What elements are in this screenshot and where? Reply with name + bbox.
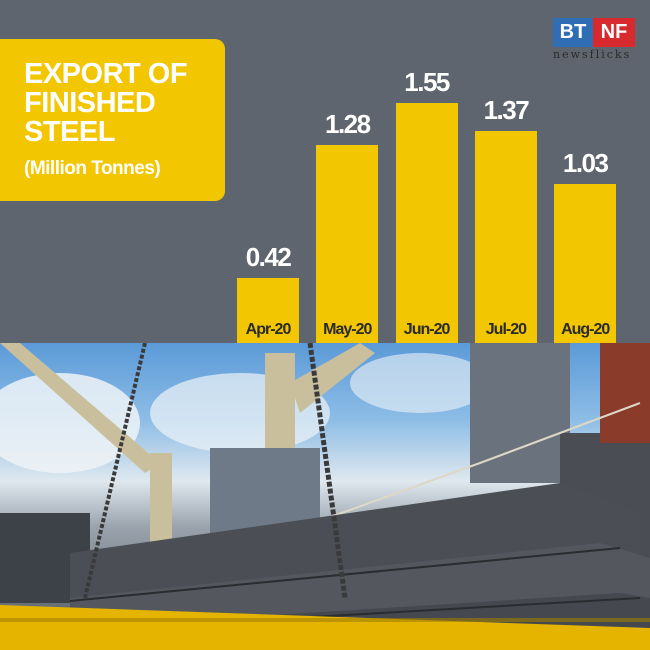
bar-jun-20: Jun-20 <box>395 103 458 343</box>
logo-tagline: newsflicks <box>553 48 632 61</box>
bar-category-label: Aug-20 <box>561 320 610 338</box>
photo-illustration <box>0 343 650 650</box>
bar-value-label: 0.42 <box>245 241 292 272</box>
bar-category-label: Apr-20 <box>245 320 292 338</box>
chart-title: EXPORT OF FINISHED STEEL <box>24 58 188 148</box>
bar-value-label: 1.28 <box>324 108 371 139</box>
title-box: EXPORT OF FINISHED STEEL (Million Tonnes… <box>0 39 225 201</box>
steel-slabs-photo <box>0 343 650 650</box>
bar-category-label: Jul-20 <box>485 320 527 338</box>
bar-jul-20: Jul-20 <box>474 130 537 343</box>
chart-unit: (Million Tonnes) <box>24 158 161 179</box>
bt-newsflicks-logo: BT NF newsflicks <box>553 18 637 61</box>
bar-value-label: 1.37 <box>483 94 530 125</box>
bar-category-label: Jun-20 <box>403 321 451 338</box>
logo-nf: NF <box>593 18 635 47</box>
bar-apr-20: Apr-20 <box>237 277 299 343</box>
bar-aug-20: Aug-20 <box>554 183 617 343</box>
bar-value-label: 1.55 <box>404 67 450 97</box>
bar-may-20: May-20 <box>316 144 379 343</box>
bar-category-label: May-20 <box>323 320 372 338</box>
logo-bt: BT <box>553 18 593 47</box>
bar-value-label: 1.03 <box>562 147 609 178</box>
chart-panel: EXPORT OF FINISHED STEEL (Million Tonnes… <box>0 18 637 343</box>
